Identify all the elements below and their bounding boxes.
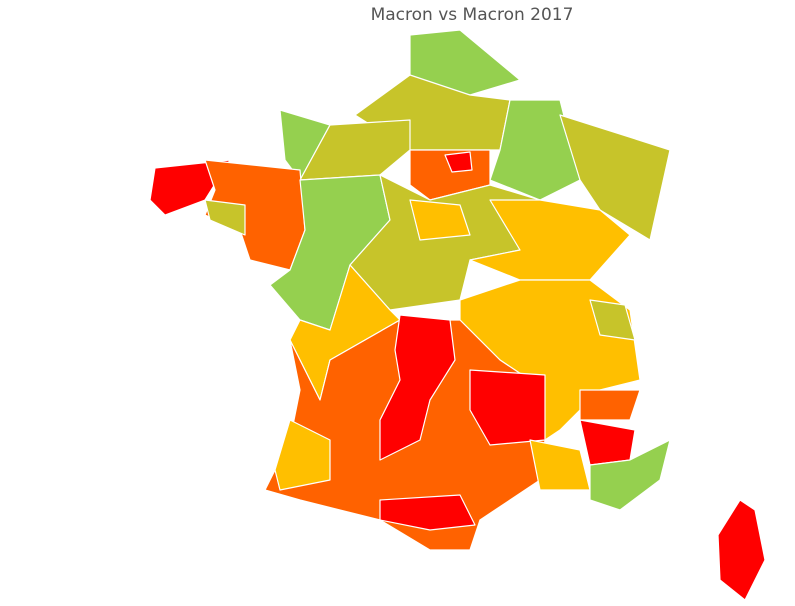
region	[379, 314, 456, 461]
region	[559, 114, 671, 241]
region	[409, 29, 521, 96]
region	[204, 199, 246, 236]
region	[717, 499, 766, 601]
region	[409, 199, 471, 241]
regions	[149, 29, 766, 601]
region	[274, 419, 331, 491]
region	[579, 419, 636, 466]
region	[299, 119, 411, 181]
region	[579, 389, 641, 421]
region	[589, 299, 636, 341]
region	[444, 151, 473, 173]
region	[529, 439, 591, 491]
region	[589, 439, 671, 511]
map-title: Macron vs Macron 2017	[371, 5, 574, 25]
region	[379, 494, 476, 531]
region	[469, 369, 546, 446]
